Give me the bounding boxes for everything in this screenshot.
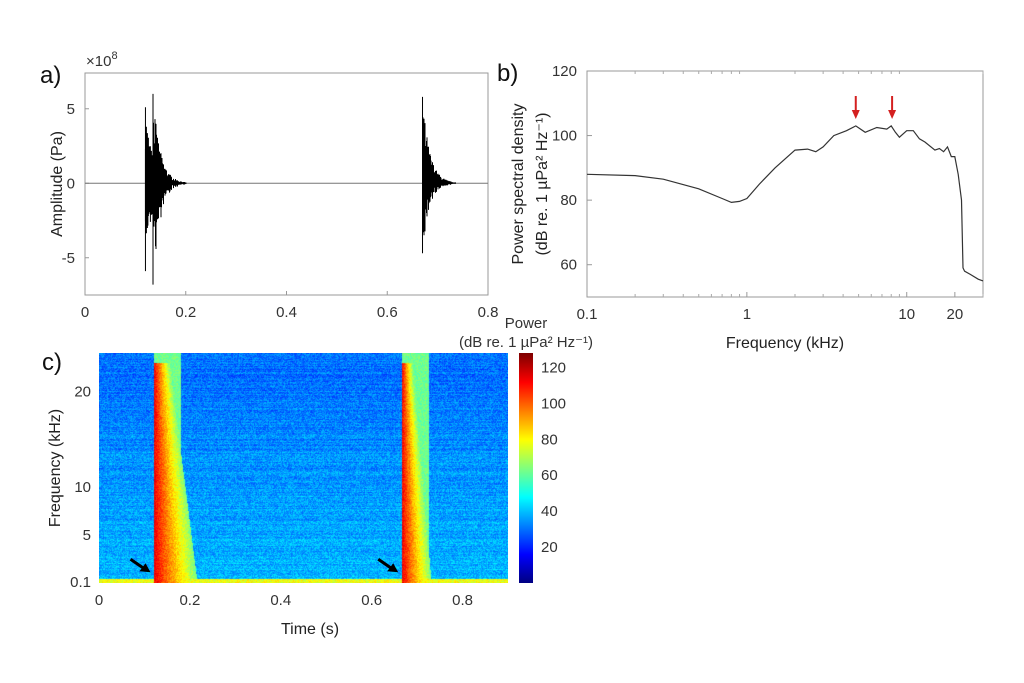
colorbar-tick-label: 120 <box>541 359 566 376</box>
panel-c-xlabel: Time (s) <box>281 621 339 638</box>
y-tick-label: -5 <box>62 250 75 267</box>
panel-b-axes: 0.1 1 10 20 120 100 80 60 <box>552 63 984 323</box>
panel-b-label: b) <box>497 60 518 87</box>
onset-arrow-icon <box>139 563 151 573</box>
x-tick-label: 10 <box>898 306 915 323</box>
x-tick-label: 0.4 <box>270 592 291 609</box>
panel-a-multiplier: ×108 <box>86 50 118 70</box>
colorbar <box>519 353 533 583</box>
x-tick-label: 0.2 <box>179 592 200 609</box>
y-tick-label: 60 <box>560 257 577 274</box>
panel-b-ylabel-line2: (dB re. 1 µPa² Hz⁻¹) <box>534 112 551 255</box>
onset-arrow-icon <box>387 563 399 573</box>
panel-a-ylabel: Amplitude (Pa) <box>49 131 66 237</box>
panel-c-ylabel: Frequency (kHz) <box>47 409 64 527</box>
y-tick-label: 5 <box>67 101 75 118</box>
y-tick-label: 120 <box>552 63 577 80</box>
x-tick-label: 0.1 <box>577 306 598 323</box>
x-tick-label: 1 <box>743 306 751 323</box>
panel-c-axes: 0 0.2 0.4 0.6 0.8 0.1 5 10 20 120 100 80 60 40 20 <box>70 359 566 609</box>
x-tick-label: 20 <box>947 306 964 323</box>
x-tick-label: 0.6 <box>377 304 398 321</box>
x-tick-label: 0 <box>81 304 89 321</box>
waveform-burst-3 <box>422 96 456 254</box>
y-tick-label: 5 <box>83 527 91 544</box>
y-tick-label: 0.1 <box>70 574 91 591</box>
colorbar-tick-label: 60 <box>541 467 558 484</box>
panel-b-xlabel: Frequency (kHz) <box>726 335 844 352</box>
colorbar-tick-label: 40 <box>541 503 558 520</box>
colorbar-tick-label: 100 <box>541 395 566 412</box>
panel-b-ylabel-line1: Power spectral density <box>510 104 527 265</box>
spectrogram-heatmap <box>99 353 508 583</box>
x-tick-label: 0.6 <box>361 592 382 609</box>
peak-arrow-icon <box>888 110 897 119</box>
y-tick-label: 10 <box>74 479 91 496</box>
peak-arrow-icon <box>851 110 860 119</box>
panel-c-label: c) <box>42 349 62 376</box>
y-tick-label: 80 <box>560 192 577 209</box>
x-tick-label: 0 <box>95 592 103 609</box>
y-tick-label: 20 <box>74 383 91 400</box>
colorbar-unit: (dB re. 1 µPa² Hz⁻¹) <box>459 334 593 351</box>
y-tick-label: 0 <box>67 175 75 192</box>
x-tick-label: 0.8 <box>478 304 499 321</box>
colorbar-tick-label: 80 <box>541 431 558 448</box>
panel-b-frame <box>586 70 984 298</box>
x-tick-label: 0.2 <box>175 304 196 321</box>
colorbar-tick-label: 20 <box>541 539 558 556</box>
panel-a-label: a) <box>40 62 61 89</box>
x-tick-label: 0.8 <box>452 592 473 609</box>
waveform-burst-2 <box>152 93 187 285</box>
colorbar-title: Power <box>505 315 548 332</box>
x-tick-label: 0.4 <box>276 304 297 321</box>
psd-line <box>586 125 984 282</box>
y-tick-label: 100 <box>552 128 577 145</box>
panel-a-axes: 0 0.2 0.4 0.6 0.8 5 0 -5 <box>62 72 499 321</box>
